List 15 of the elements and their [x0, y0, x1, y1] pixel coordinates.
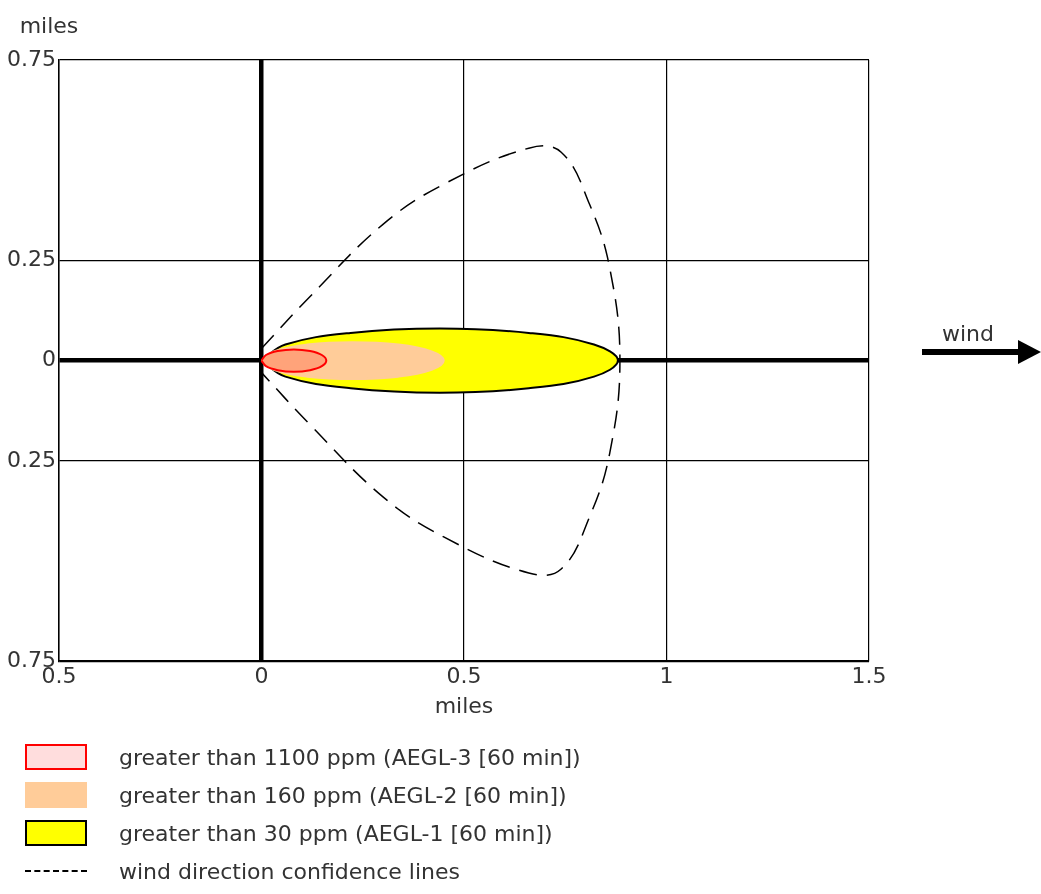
- legend-label: wind direction confidence lines: [119, 858, 460, 884]
- legend-label: greater than 30 ppm (AEGL-1 [60 min]): [119, 820, 553, 846]
- legend-label: greater than 160 ppm (AEGL-2 [60 min]): [119, 782, 567, 808]
- y-axis-title: miles: [19, 12, 79, 38]
- y-tick-label: 0: [41, 346, 56, 372]
- legend-label: greater than 1100 ppm (AEGL-3 [60 min]): [119, 744, 581, 770]
- text: wind: [942, 321, 995, 347]
- x-tick-label: 0.5: [446, 663, 482, 689]
- y-tick-label: 0.25: [7, 246, 56, 272]
- y-tick-label: 0.25: [7, 446, 56, 472]
- x-tick-label: 0: [254, 663, 269, 689]
- x-tick-label: 1.5: [851, 663, 887, 689]
- x-tick-label: 1: [659, 663, 674, 689]
- x-axis-title: miles: [434, 692, 494, 718]
- y-tick-label: 0.75: [7, 45, 56, 71]
